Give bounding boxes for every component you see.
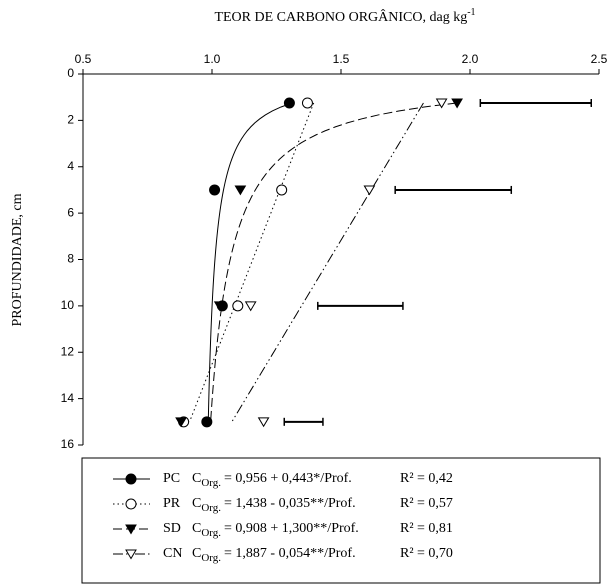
legend-marker — [125, 473, 137, 485]
legend-r2: R² = 0,42 — [400, 471, 453, 486]
coef-subscript: Org. — [201, 527, 221, 539]
marker — [234, 185, 247, 196]
title-superscript: -1 — [467, 7, 475, 18]
legend-marker — [125, 524, 137, 535]
fit-curve — [207, 102, 293, 422]
coef-subscript: Org. — [201, 477, 221, 489]
coef-subscript: Org. — [201, 552, 221, 564]
legend-marker — [125, 549, 137, 560]
y-tick-label: 10 — [61, 298, 75, 312]
legend-r2: R² = 0,70 — [400, 546, 453, 561]
marker — [201, 416, 213, 428]
x-tick-label: 0.5 — [75, 52, 92, 66]
legend-marker — [125, 498, 137, 510]
legend-r2: R² = 0,81 — [400, 521, 453, 536]
legend-equation: COrg. = 0,908 + 1,300**/Prof. — [192, 521, 359, 538]
legend-name: CN — [163, 546, 182, 561]
y-tick-label: 0 — [67, 66, 74, 80]
y-tick-label: 8 — [67, 252, 74, 266]
equation-text: = 1,438 - 0,035**/Prof. — [224, 496, 356, 511]
y-tick-label: 12 — [61, 344, 75, 358]
legend-name: PR — [163, 496, 181, 511]
marker — [363, 185, 376, 196]
equation-text: = 1,887 - 0,054**/Prof. — [224, 546, 356, 561]
equation-text: = 0,956 + 0,443*/Prof. — [224, 471, 352, 486]
fit-curve — [210, 102, 457, 422]
x-tick-label: 2.0 — [462, 52, 479, 66]
marker — [213, 301, 226, 312]
title-text: TEOR DE CARBONO ORGÂNICO, dag kg — [214, 8, 467, 25]
y-tick-label: 4 — [67, 159, 74, 173]
coef-symbol: C — [192, 471, 201, 486]
y-tick-label: 14 — [61, 391, 75, 405]
fit-curve — [189, 102, 315, 422]
legend-box — [81, 457, 601, 584]
chart-title: TEOR DE CARBONO ORGÂNICO, dag kg-1 — [214, 7, 475, 25]
marker — [301, 97, 313, 109]
legend-equation: COrg. = 0,956 + 0,443*/Prof. — [192, 471, 352, 488]
coef-subscript: Org. — [201, 502, 221, 514]
coef-symbol: C — [192, 496, 201, 511]
marker — [244, 301, 257, 312]
legend-r2: R² = 0,57 — [400, 496, 453, 511]
coef-symbol: C — [192, 521, 201, 536]
legend-equation: COrg. = 1,887 - 0,054**/Prof. — [192, 546, 356, 563]
marker — [451, 98, 463, 109]
marker — [435, 98, 448, 109]
fit-curve — [231, 102, 424, 423]
marker — [175, 417, 187, 428]
legend-name: PC — [163, 471, 180, 486]
x-tick-label: 2.5 — [591, 52, 608, 66]
coef-symbol: C — [192, 546, 201, 561]
marker — [276, 184, 288, 196]
legend-name: SD — [163, 521, 181, 536]
x-tick-label: 1.0 — [204, 52, 221, 66]
y-tick-label: 16 — [61, 437, 75, 451]
y-axis-label: PROFUNDIDADE, cm — [10, 193, 25, 326]
y-tick-label: 6 — [67, 205, 74, 219]
marker — [283, 97, 295, 109]
legend-equation: COrg. = 1,438 - 0,035**/Prof. — [192, 496, 356, 513]
marker — [232, 300, 244, 312]
x-tick-label: 1.5 — [333, 52, 350, 66]
equation-text: = 0,908 + 1,300**/Prof. — [224, 521, 359, 536]
marker — [257, 417, 270, 428]
y-tick-label: 2 — [67, 113, 74, 127]
marker — [209, 184, 221, 196]
